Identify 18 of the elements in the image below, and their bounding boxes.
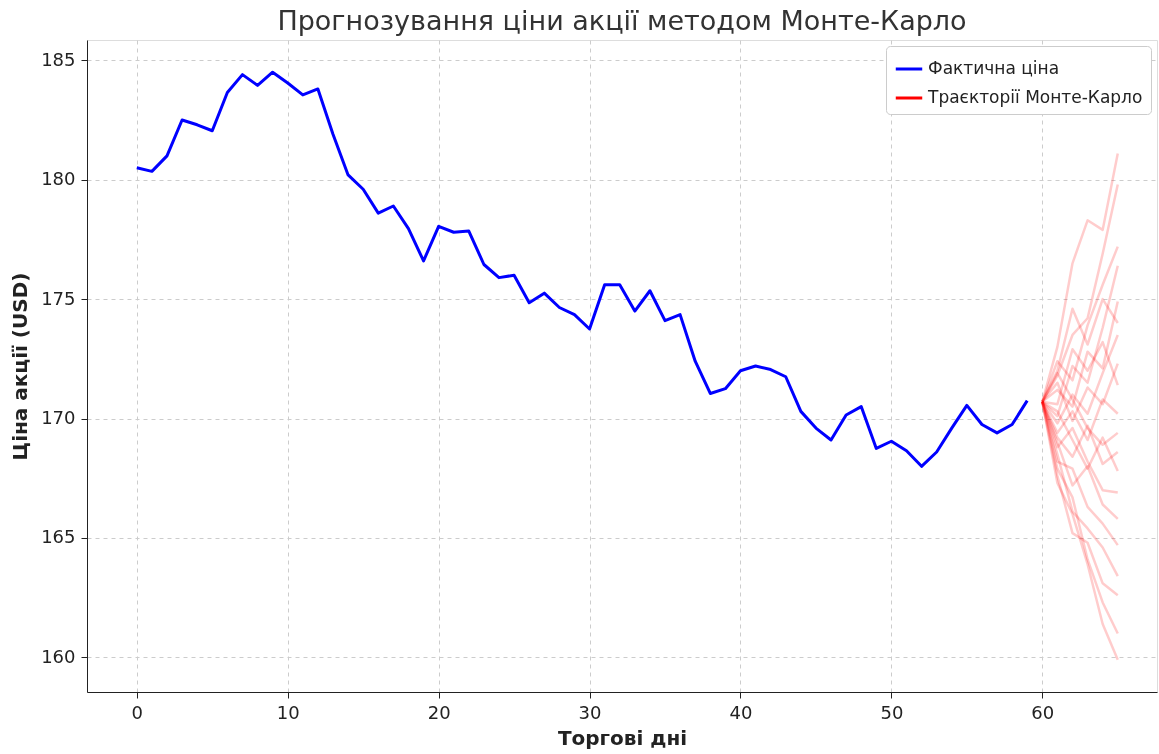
legend-label: Траєкторії Монте-Карло	[927, 87, 1143, 107]
chart-title: Прогнозування ціни акції методом Монте-Карло	[277, 5, 967, 36]
x-tick-label: 60	[1031, 701, 1055, 723]
x-tick-label: 20	[427, 701, 451, 723]
y-tick-label: 165	[41, 526, 76, 548]
x-tick-label: 30	[578, 701, 602, 723]
x-axis-title: Торгові дні	[557, 725, 688, 750]
y-tick-label: 180	[41, 168, 76, 190]
y-tick-label: 185	[41, 48, 76, 70]
x-tick-label: 10	[276, 701, 300, 723]
y-tick-label: 175	[41, 287, 76, 309]
x-tick-label: 0	[131, 701, 144, 723]
y-tick-label: 170	[41, 407, 76, 429]
y-axis-title: Ціна акції (USD)	[8, 272, 33, 461]
x-tick-label: 40	[729, 701, 753, 723]
y-tick-label: 160	[41, 645, 76, 667]
x-tick-label: 50	[880, 701, 904, 723]
legend-label: Фактична ціна	[928, 58, 1060, 78]
